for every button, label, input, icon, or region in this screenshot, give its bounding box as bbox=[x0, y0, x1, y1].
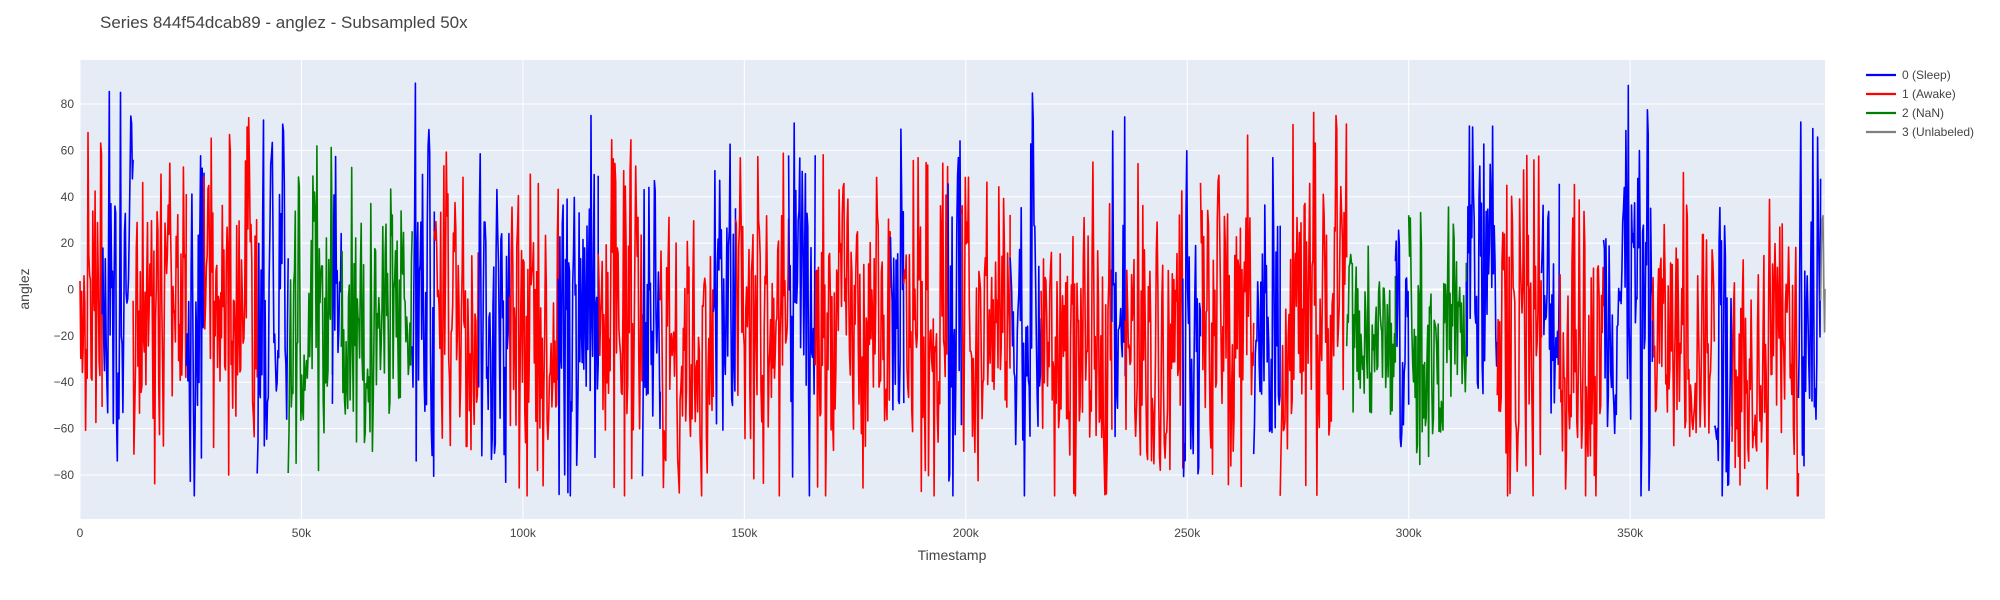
series-segment-0 bbox=[1713, 206, 1733, 497]
series-segment-1 bbox=[960, 176, 1011, 482]
legend-item[interactable]: 0 (Sleep) bbox=[1866, 68, 1951, 82]
series-segment-0 bbox=[331, 155, 343, 404]
series-segment-0 bbox=[712, 143, 737, 431]
series-segment-2 bbox=[287, 145, 334, 474]
legend-label: 2 (NaN) bbox=[1902, 106, 1944, 120]
series-segment-2 bbox=[340, 166, 413, 453]
y-axis-ticks: 80 60 40 20 0 −20 −40 −60 −80 bbox=[54, 97, 75, 482]
series-segment-0 bbox=[1252, 156, 1281, 455]
legend-item[interactable]: 3 (Unlabeled) bbox=[1866, 125, 1974, 139]
series-segment-1 bbox=[1558, 183, 1605, 497]
series-segment-0 bbox=[1111, 116, 1126, 438]
x-tick-label: 50k bbox=[292, 526, 312, 540]
chart-title: Series 844f54dcab89 - anglez - Subsample… bbox=[100, 13, 468, 32]
series-segment-1 bbox=[903, 156, 949, 497]
y-tick-label: 60 bbox=[61, 143, 75, 157]
series-segment-1 bbox=[1496, 154, 1543, 497]
legend-label: 0 (Sleep) bbox=[1902, 68, 1951, 82]
x-axis-title: Timestamp bbox=[918, 547, 987, 563]
x-tick-label: 100k bbox=[510, 526, 537, 540]
series-segment-3 bbox=[1819, 214, 1826, 333]
series-segment-1 bbox=[79, 131, 103, 432]
y-axis-title: anglez bbox=[16, 268, 32, 309]
y-tick-label: −60 bbox=[54, 422, 75, 436]
legend-label: 3 (Unlabeled) bbox=[1902, 125, 1974, 139]
series-segment-1 bbox=[659, 216, 715, 497]
series-segment-1 bbox=[597, 138, 644, 497]
x-tick-label: 200k bbox=[953, 526, 980, 540]
series-segment-0 bbox=[787, 122, 817, 497]
series-segment-0 bbox=[641, 179, 662, 477]
y-tick-label: −40 bbox=[54, 375, 75, 389]
series-segment-1 bbox=[814, 154, 892, 497]
series-segment-0 bbox=[889, 128, 905, 411]
x-tick-label: 250k bbox=[1174, 526, 1201, 540]
series-segment-1 bbox=[1731, 198, 1800, 497]
series-segment-1 bbox=[1199, 134, 1255, 488]
series-segment-0 bbox=[1540, 183, 1561, 414]
series-segment-1 bbox=[203, 116, 259, 476]
series-segment-1 bbox=[132, 162, 188, 485]
x-tick-label: 150k bbox=[731, 526, 758, 540]
legend-item[interactable]: 1 (Awake) bbox=[1866, 87, 1956, 101]
y-tick-label: 20 bbox=[61, 236, 75, 250]
series-segment-1 bbox=[1651, 171, 1716, 447]
series-segment-0 bbox=[557, 114, 600, 497]
legend-label: 1 (Awake) bbox=[1902, 87, 1956, 101]
series-segment-0 bbox=[411, 82, 436, 478]
x-tick-label: 300k bbox=[1396, 526, 1423, 540]
x-tick-label: 350k bbox=[1617, 526, 1644, 540]
y-tick-label: 0 bbox=[67, 283, 74, 297]
series-segment-0 bbox=[1394, 229, 1410, 448]
series-segment-0 bbox=[477, 153, 511, 484]
data-traces bbox=[79, 82, 1826, 497]
series-segment-1 bbox=[433, 151, 480, 451]
legend[interactable]: 0 (Sleep) 1 (Awake) 2 (NaN) 3 (Unlabeled) bbox=[1866, 68, 1974, 139]
series-segment-2 bbox=[1345, 245, 1397, 416]
series-segment-0 bbox=[1182, 150, 1202, 478]
series-segment-0 bbox=[101, 90, 134, 462]
x-tick-label: 0 bbox=[77, 526, 84, 540]
series-segment-0 bbox=[1602, 84, 1654, 497]
legend-item[interactable]: 2 (NaN) bbox=[1866, 106, 1944, 120]
series-segment-0 bbox=[1797, 121, 1822, 467]
y-tick-label: −80 bbox=[54, 468, 75, 482]
series-segment-0 bbox=[947, 140, 963, 497]
series-segment-0 bbox=[1465, 125, 1499, 395]
series-segment-1 bbox=[1040, 161, 1113, 497]
y-tick-label: −20 bbox=[54, 329, 75, 343]
series-segment-0 bbox=[185, 155, 205, 497]
y-tick-label: 80 bbox=[61, 97, 75, 111]
series-segment-1 bbox=[734, 152, 790, 497]
series-segment-1 bbox=[1279, 111, 1348, 497]
series-segment-0 bbox=[1009, 92, 1042, 497]
series-segment-0 bbox=[256, 119, 289, 474]
x-axis-ticks: 0 50k 100k 150k 200k 250k 300k 350k bbox=[77, 526, 1644, 540]
series-segment-2 bbox=[1407, 206, 1468, 466]
series-segment-1 bbox=[508, 173, 560, 497]
y-tick-label: 40 bbox=[61, 190, 75, 204]
series-segment-1 bbox=[1124, 162, 1184, 472]
